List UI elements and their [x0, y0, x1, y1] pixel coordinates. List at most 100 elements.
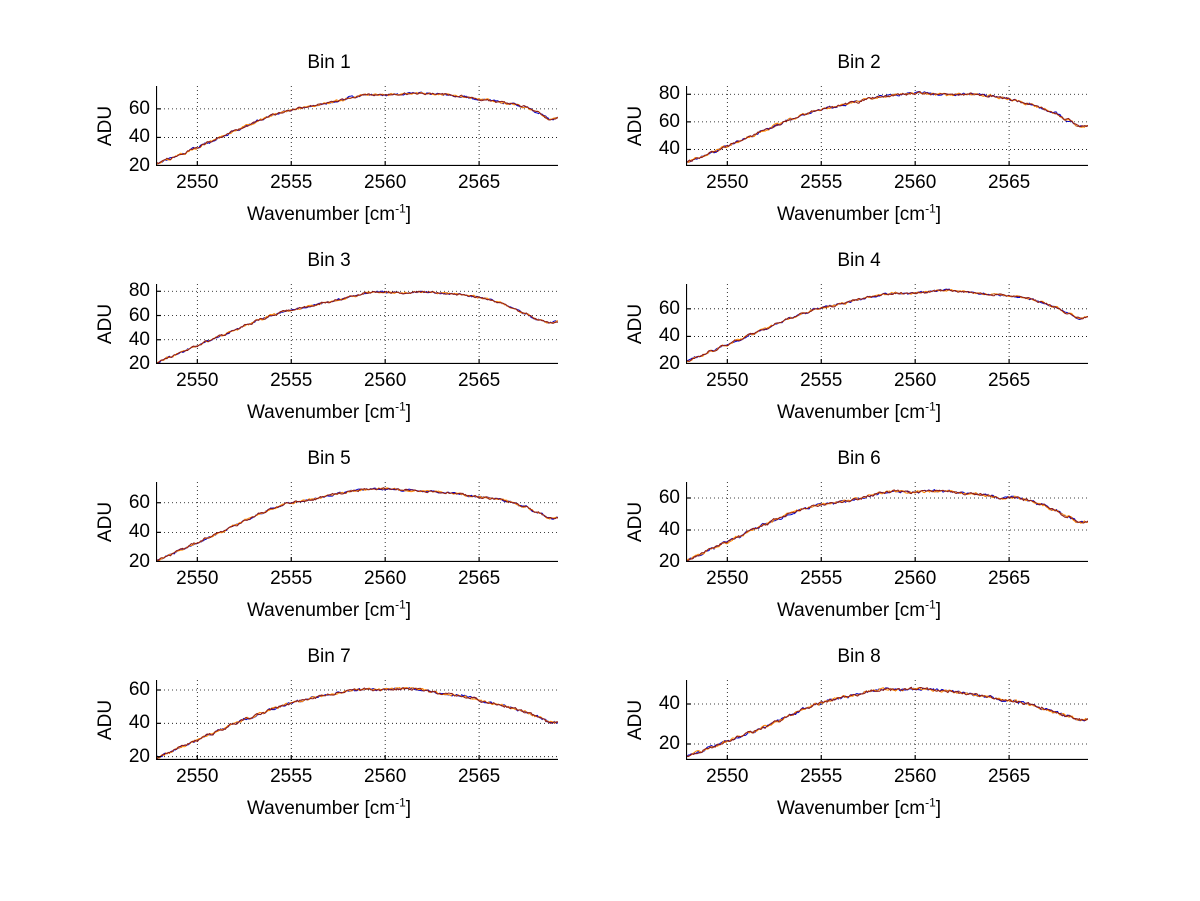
y-tick-label: 60	[128, 679, 150, 700]
x-tick-label: 2555	[270, 172, 313, 193]
x-axis-label-text: Wavenumber [cm	[246, 600, 396, 621]
subplot-title: Bin 4	[837, 250, 881, 271]
y-tick-label: 20	[658, 733, 680, 754]
x-tick-label: 2565	[987, 172, 1031, 193]
plot-area	[156, 284, 558, 364]
subplot-title: Bin 5	[307, 448, 351, 469]
y-tick-label: 20	[128, 155, 150, 176]
x-axis-label-text: Wavenumber [cm	[776, 402, 926, 423]
x-axis-label-exponent: -1	[925, 201, 936, 216]
plot-area	[686, 284, 1088, 364]
series-line-1	[156, 91, 558, 165]
series-line-3	[156, 290, 558, 364]
x-axis-label-bracket: ]	[935, 600, 942, 621]
x-axis-label-exponent: -1	[395, 597, 406, 612]
x-tick-label: 2560	[894, 370, 937, 391]
subplot-bin-1: Bin 1 ADU 20 40 60 2550 2555 2560 2565 Wavenumber…	[95, 52, 598, 251]
series-line-2	[156, 290, 558, 364]
y-tick-label: 40	[128, 328, 150, 350]
plot-area	[686, 86, 1088, 166]
subplot-title: Bin 6	[837, 448, 881, 469]
x-tick-label: 2560	[894, 172, 937, 193]
series-line-2	[156, 686, 558, 759]
x-axis-label-text: Wavenumber [cm	[776, 600, 926, 621]
x-tick-label: 2555	[800, 766, 843, 787]
subplot-title: Bin 7	[307, 646, 351, 667]
x-axis-label-bracket: ]	[405, 402, 412, 423]
x-tick-label: 2565	[457, 370, 501, 391]
y-tick-label: 40	[658, 325, 680, 347]
y-tick-label: 80	[128, 280, 150, 302]
series-line-3	[686, 288, 1088, 363]
y-tick-label: 60	[128, 97, 150, 119]
y-tick-label: 40	[128, 126, 150, 148]
x-axis-label-text: Wavenumber [cm	[246, 204, 396, 225]
series-line-2	[686, 687, 1088, 758]
subplot-bin-5: Bin 5 ADU 20 40 60 2550 2555 2560 2565 Wavenumber…	[95, 448, 598, 647]
series-line-3	[686, 489, 1088, 562]
x-tick-label: 2555	[270, 370, 313, 391]
x-tick-label: 2565	[457, 172, 501, 193]
series-line-1	[686, 489, 1088, 561]
y-tick-label: 40	[658, 138, 680, 160]
series-line-3	[686, 90, 1088, 163]
series-line-2	[686, 288, 1088, 363]
series-line-1	[686, 288, 1088, 362]
series-line-3	[156, 487, 558, 562]
series-line-1	[686, 90, 1088, 164]
x-tick-label: 2565	[987, 766, 1031, 787]
x-axis-label: Wavenumber [cm-1]	[100, 795, 558, 820]
x-tick-label: 2565	[457, 766, 501, 787]
y-tick-label: 20	[128, 353, 150, 374]
x-axis-label: Wavenumber [cm-1]	[100, 201, 558, 226]
x-axis-label: Wavenumber [cm-1]	[630, 201, 1088, 226]
x-tick-label: 2560	[364, 568, 407, 589]
x-axis-label: Wavenumber [cm-1]	[630, 599, 1088, 622]
subplot-bin-8: Bin 8 ADU 20 40 2550 2555 2560 2565 Wavenumber […	[625, 646, 1128, 845]
x-tick-label: 2555	[270, 568, 313, 589]
x-axis-label-exponent: -1	[395, 795, 406, 810]
subplot-title: Bin 1	[307, 52, 351, 73]
x-tick-label: 2550	[706, 766, 749, 787]
x-tick-label: 2550	[706, 568, 749, 589]
x-tick-label: 2560	[894, 766, 937, 787]
subplot-bin-6: Bin 6 ADU 20 40 60 2550 2555 2560 2565 Wavenumber…	[625, 448, 1128, 647]
x-tick-label: 2555	[800, 568, 843, 589]
subplot-bin-7: Bin 7 ADU 20 40 60 2550 2555 2560 2565 Wavenumber…	[95, 646, 598, 845]
x-tick-label: 2565	[987, 370, 1031, 391]
series-line-2	[686, 489, 1088, 561]
y-tick-label: 20	[128, 745, 150, 767]
x-axis-label-bracket: ]	[935, 402, 942, 423]
series-line-1	[156, 687, 558, 759]
x-axis-label-exponent: -1	[395, 399, 406, 414]
series-line-2	[156, 487, 558, 562]
y-tick-label: 60	[128, 491, 150, 513]
series-line-2	[156, 91, 558, 165]
series-line-1	[686, 687, 1088, 757]
subplot-title: Bin 2	[837, 52, 881, 73]
x-axis-label-text: Wavenumber [cm	[776, 204, 926, 225]
series-line-3	[686, 686, 1088, 758]
x-tick-label: 2550	[706, 172, 749, 193]
x-axis-label-exponent: -1	[395, 201, 406, 216]
y-tick-label: 60	[658, 297, 680, 319]
y-tick-label: 60	[128, 304, 150, 326]
plot-area	[156, 482, 558, 562]
y-tick-label: 40	[128, 521, 150, 543]
x-axis-label-bracket: ]	[405, 798, 412, 819]
x-tick-label: 2565	[457, 568, 501, 589]
subplot-bin-2: Bin 2 ADU 40 60 80 2550 2555 2560 2565 Wavenumber…	[625, 52, 1128, 251]
x-tick-label: 2555	[270, 766, 313, 787]
y-tick-label: 40	[658, 519, 680, 540]
subplot-bin-4: Bin 4 ADU 20 40 60 2550 2555 2560 2565 Wavenumber…	[625, 250, 1128, 449]
y-tick-label: 40	[128, 712, 150, 734]
x-axis-label-exponent: -1	[925, 399, 936, 414]
plot-area	[686, 482, 1088, 562]
x-tick-label: 2560	[364, 370, 407, 391]
x-axis-label-text: Wavenumber [cm	[246, 402, 396, 423]
series-line-3	[156, 92, 558, 165]
x-tick-label: 2565	[987, 568, 1031, 589]
y-tick-label: 40	[658, 693, 680, 714]
y-tick-label: 20	[658, 551, 680, 572]
